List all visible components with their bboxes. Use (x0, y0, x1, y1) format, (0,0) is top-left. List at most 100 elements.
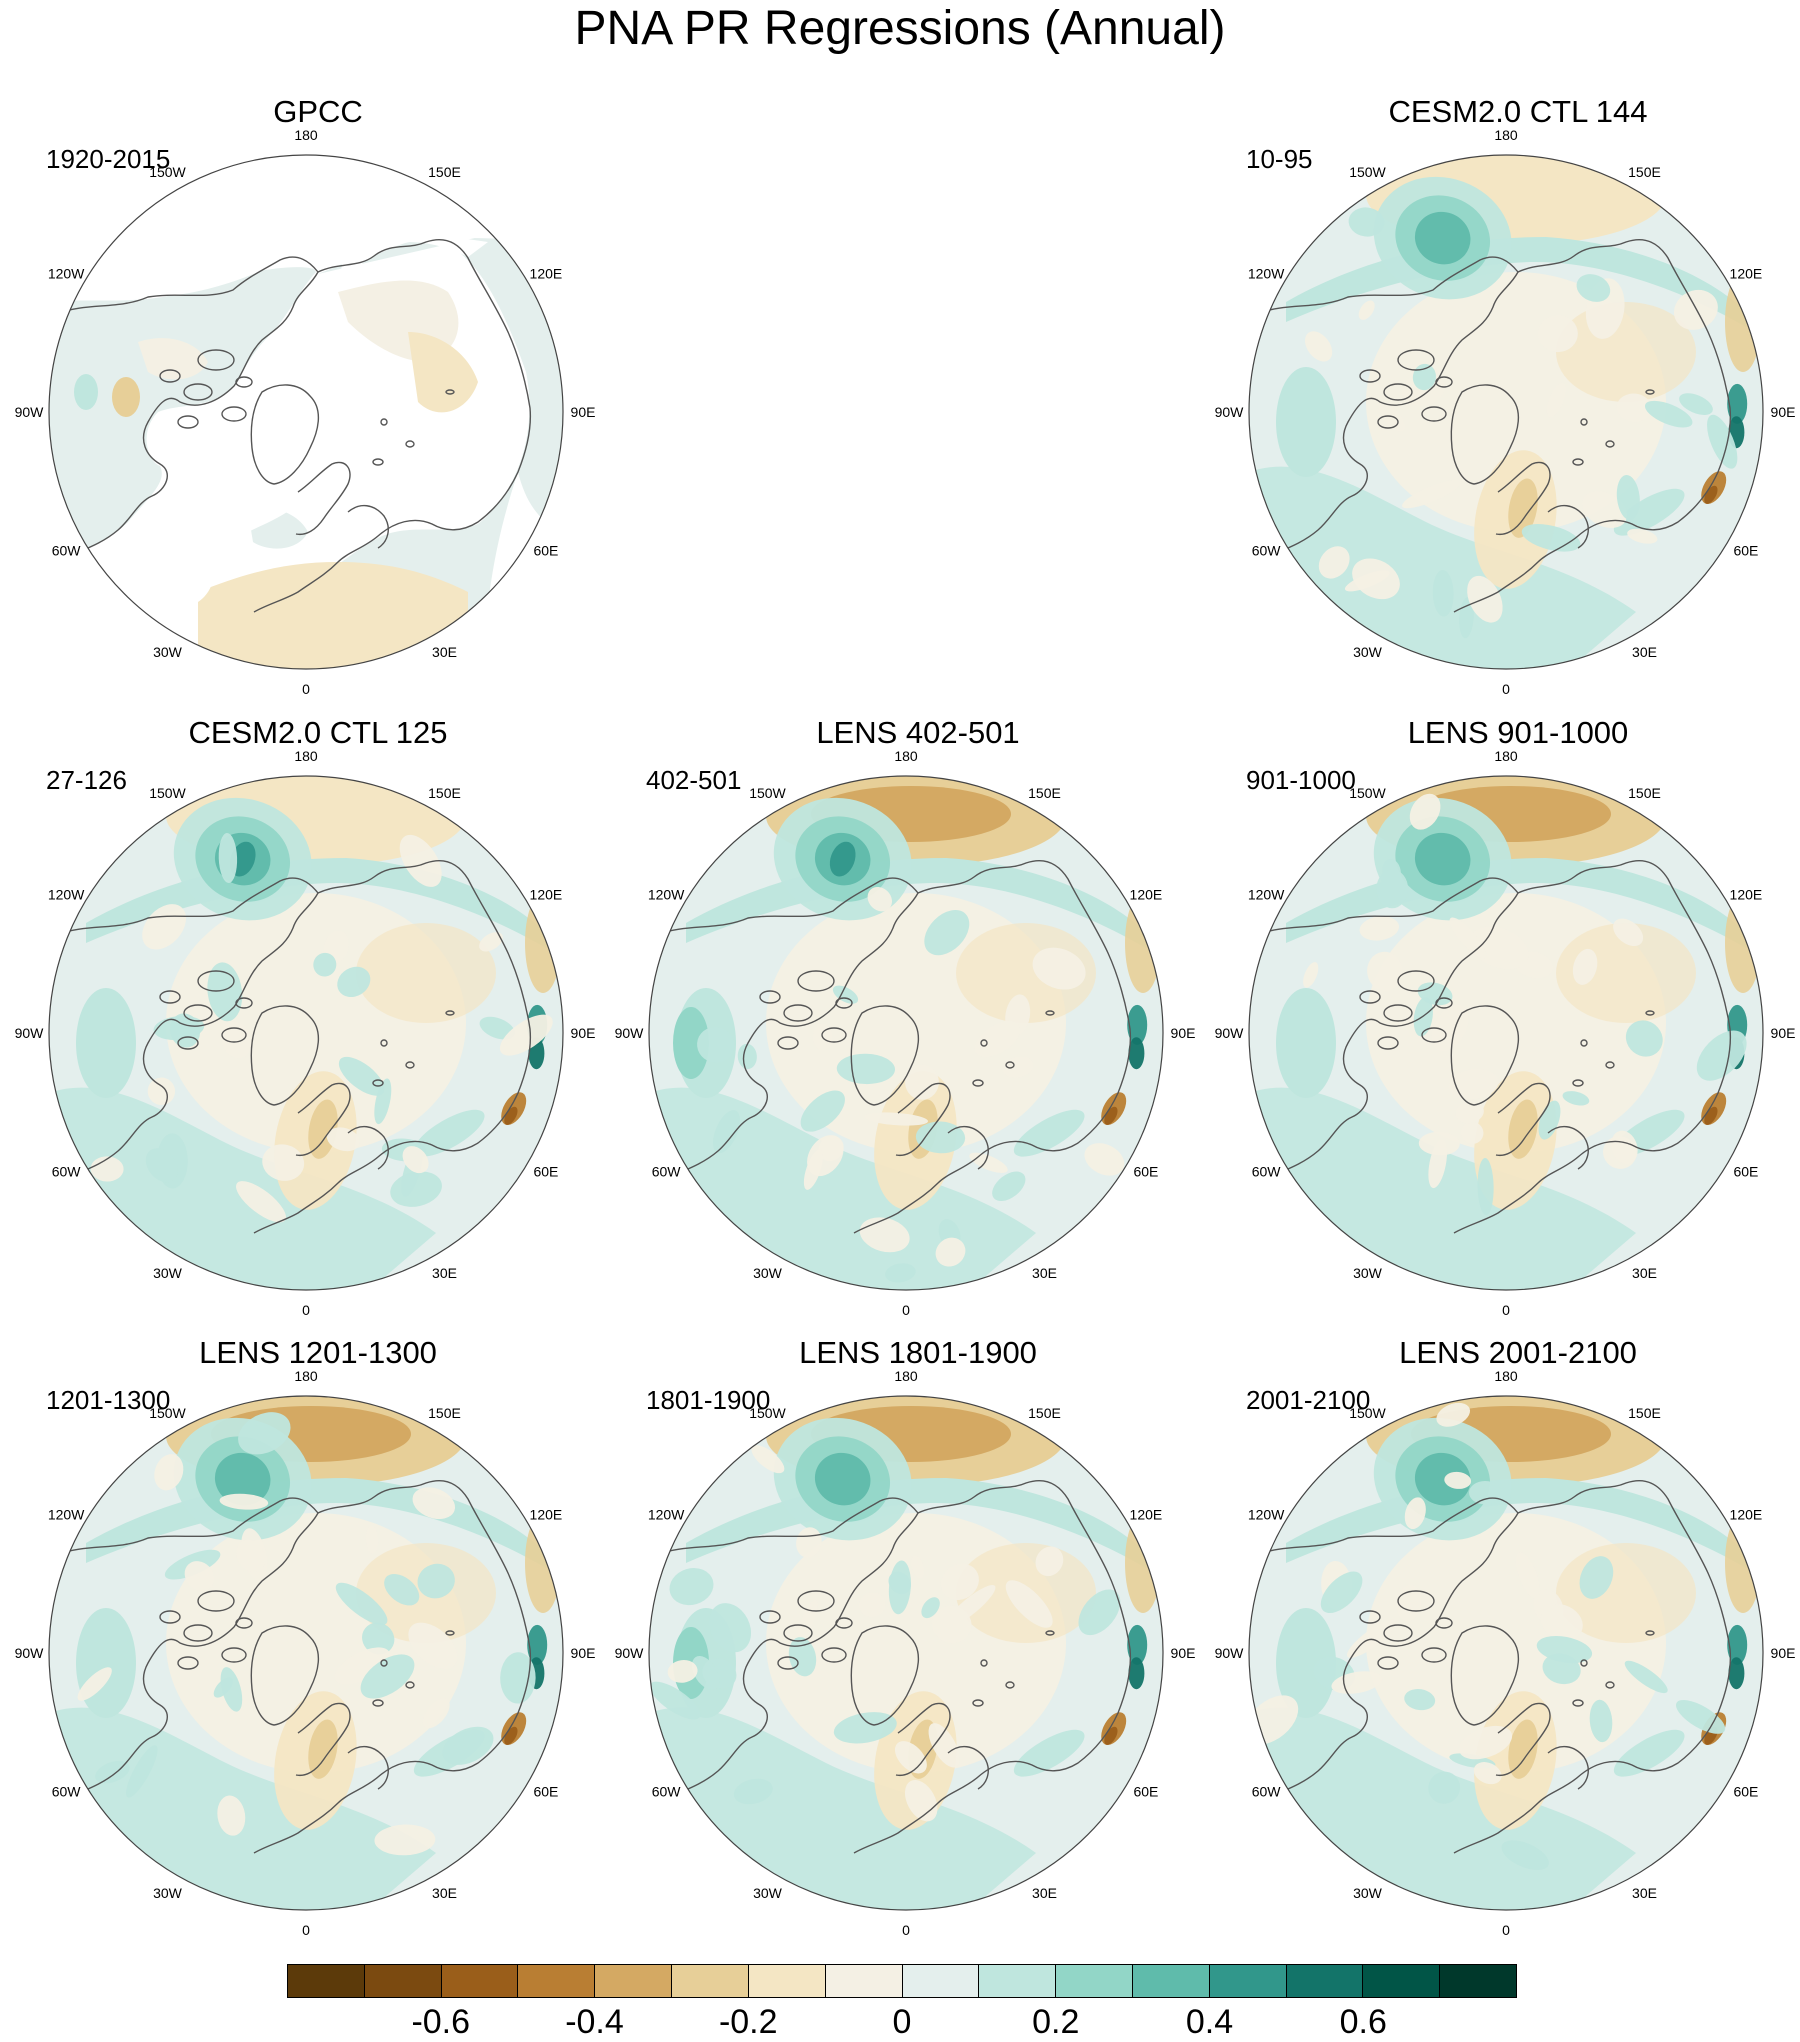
colorbar-swatch (1440, 1965, 1516, 1997)
map-boundary (1248, 1395, 1764, 1911)
map-panel: LENS 2001-2100 2001-2100 180 150E 120E 90E 60E… (1215, 1333, 1796, 1938)
lon-label: 60E (533, 543, 558, 559)
lon-label: 120E (530, 266, 563, 282)
lon-label: 30W (153, 1265, 183, 1281)
lon-label: 30E (1032, 1265, 1057, 1281)
lon-label: 60W (52, 1164, 82, 1180)
colorbar-tick-label: -0.2 (718, 2003, 778, 2041)
lon-label: 120W (48, 1507, 85, 1523)
lon-label: 120E (1130, 887, 1163, 903)
lon-label: 0 (302, 1922, 310, 1938)
lon-label: 30W (1353, 1885, 1383, 1901)
lon-label: 150E (428, 1405, 461, 1421)
lon-label: 120E (1730, 1507, 1763, 1523)
panel-title: LENS 1801-1900 (799, 1335, 1037, 1370)
lon-label: 60W (652, 1164, 682, 1180)
lon-label: 30E (1632, 1885, 1657, 1901)
lon-label: 0 (302, 681, 310, 697)
panel-period: 27-126 (46, 765, 127, 795)
lon-label: 150W (1349, 1405, 1386, 1421)
map-panel: CESM2.0 CTL 144 10-95 180 150E 120E 90E 60E 30E… (1215, 92, 1796, 697)
colorbar-swatch (748, 1965, 826, 1997)
panel-title: LENS 901-1000 (1407, 715, 1629, 750)
lon-label: 120W (48, 887, 85, 903)
colorbar-swatch (1132, 1965, 1210, 1997)
lon-label: 30E (1032, 1885, 1057, 1901)
panel-period: 2001-2100 (1246, 1385, 1371, 1415)
lon-label: 150W (749, 1405, 786, 1421)
lon-label: 60E (1733, 1164, 1758, 1180)
colorbar-swatch (902, 1965, 980, 1997)
lon-label: 120E (530, 1507, 563, 1523)
lon-label: 150W (1349, 164, 1386, 180)
lon-label: 30E (432, 644, 457, 660)
lon-label: 180 (894, 1368, 918, 1384)
lon-label: 90E (1171, 1025, 1196, 1041)
map-boundary (648, 1395, 1164, 1911)
lon-label: 30W (1353, 644, 1383, 660)
lon-label: 150E (1628, 1405, 1661, 1421)
colorbar-swatch (441, 1965, 519, 1997)
map-panel: LENS 1801-1900 1801-1900 180 150E 120E 90E 60E… (615, 1333, 1196, 1938)
lon-label: 90E (571, 404, 596, 420)
lon-label: 150E (1028, 1405, 1061, 1421)
lon-label: 90E (571, 1645, 596, 1661)
precip-field (649, 776, 1163, 1290)
colorbar-tick-label: 0 (892, 2003, 912, 2041)
panel-title: LENS 2001-2100 (1399, 1335, 1637, 1370)
panel-title: GPCC (273, 94, 363, 129)
panel-title: CESM2.0 CTL 125 (188, 715, 448, 750)
colorbar-tick-label: -0.6 (411, 2003, 471, 2041)
precip-field (649, 1396, 1163, 1910)
lon-label: 30W (153, 644, 183, 660)
colorbar-swatches (287, 1964, 1517, 1998)
lon-label: 90W (15, 1025, 45, 1041)
lon-label: 90W (1215, 404, 1245, 420)
polar-map: 180 150E 120E 90E 60E 30E 0 30W 60W 90W 120W 150W (1215, 748, 1796, 1318)
lon-label: 90W (615, 1025, 645, 1041)
panel-title: LENS 402-501 (816, 715, 1020, 750)
precip-field (49, 776, 563, 1290)
colorbar-swatch (595, 1965, 673, 1997)
lon-label: 150W (749, 785, 786, 801)
lon-label: 60E (533, 1164, 558, 1180)
lon-label: 150W (149, 1405, 186, 1421)
lon-label: 150W (1349, 785, 1386, 801)
lon-label: 120W (1248, 887, 1285, 903)
lon-label: 30W (1353, 1265, 1383, 1281)
map-boundary (1248, 154, 1764, 670)
lon-label: 150E (1028, 785, 1061, 801)
colorbar-swatch (1286, 1965, 1364, 1997)
lon-label: 0 (902, 1922, 910, 1938)
map-panel: LENS 1201-1300 1201-1300 180 150E 120E 90E 60E… (15, 1333, 596, 1938)
lon-label: 90W (15, 404, 45, 420)
map-panel: CESM2.0 CTL 125 27-126 180 150E 120E 90E 60E 30… (15, 713, 596, 1318)
lon-label: 60W (652, 1784, 682, 1800)
lon-label: 0 (1502, 1922, 1510, 1938)
colorbar-swatch (364, 1965, 442, 1997)
lon-label: 120W (1248, 266, 1285, 282)
panel-title: CESM2.0 CTL 144 (1388, 94, 1648, 129)
panel-period: 1201-1300 (46, 1385, 171, 1415)
lon-label: 120W (648, 887, 685, 903)
lon-label: 90W (1215, 1025, 1245, 1041)
lon-label: 180 (294, 1368, 318, 1384)
lon-label: 30E (432, 1265, 457, 1281)
colorbar-swatch (1209, 1965, 1287, 1997)
lon-label: 90E (571, 1025, 596, 1041)
lon-label: 120E (530, 887, 563, 903)
polar-map: 180 150E 120E 90E 60E 30E 0 30W 60W 90W 120W 150W (1215, 127, 1796, 697)
lon-label: 90E (1771, 404, 1796, 420)
colorbar-tick-label: 0.2 (1032, 2003, 1080, 2041)
map-boundary (48, 154, 564, 670)
lon-label: 60W (1252, 1164, 1282, 1180)
colorbar-swatch (288, 1965, 365, 1997)
colorbar-swatch (979, 1965, 1057, 1997)
lon-label: 60E (1733, 543, 1758, 559)
lon-label: 120E (1730, 266, 1763, 282)
figure-title: PNA PR Regressions (Annual) (574, 2, 1226, 55)
panel-period: 901-1000 (1246, 765, 1356, 795)
lon-label: 30E (1632, 1265, 1657, 1281)
lon-label: 120W (648, 1507, 685, 1523)
colorbar: -0.6 -0.4 -0.2 0 0.2 0.4 0.6 (287, 1964, 1517, 2042)
